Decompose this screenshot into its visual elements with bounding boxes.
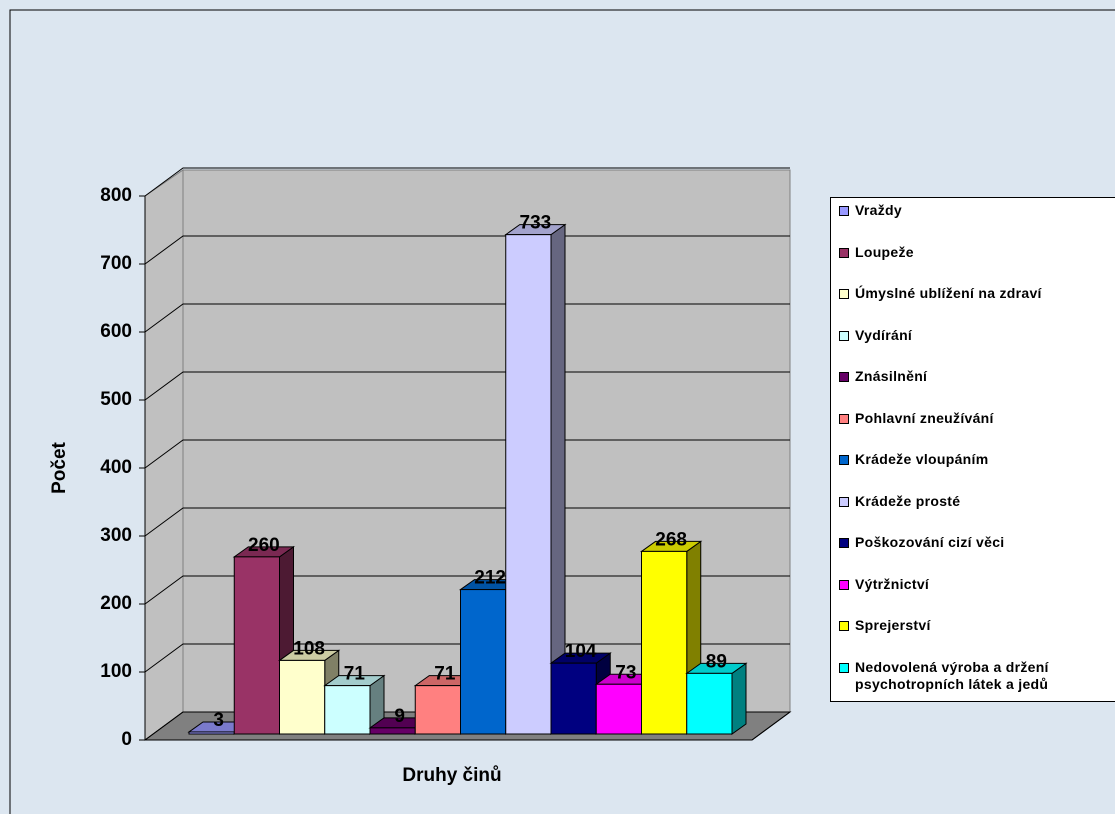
legend: Vraždy Loupeže Úmyslné ublížení na zdraví V… (830, 197, 1115, 702)
legend-item: Úmyslné ublížení na zdraví (839, 285, 1115, 327)
legend-swatch (839, 621, 849, 631)
y-tick-label: 400 (100, 457, 132, 478)
side-wall (144, 169, 184, 741)
value-label: 260 (248, 535, 280, 556)
value-label: 71 (434, 664, 456, 685)
y-tick-label: 700 (100, 253, 132, 274)
bar (641, 550, 688, 735)
value-label: 108 (293, 638, 325, 659)
legend-swatch (839, 372, 849, 382)
legend-item: Nedovolená výroba a držení psychotropníc… (839, 659, 1115, 701)
bars (187, 223, 748, 735)
bar (460, 589, 507, 735)
legend-label: Sprejerství (855, 617, 931, 633)
legend-swatch (839, 662, 849, 673)
bar (233, 556, 280, 735)
legend-item: Loupeže (839, 244, 1115, 286)
legend-swatch (839, 538, 849, 548)
y-tick-label: 600 (100, 321, 132, 342)
legend-item: Znásilnění (839, 368, 1115, 410)
bar (550, 662, 597, 735)
legend-swatch (839, 496, 849, 507)
value-label: 268 (655, 529, 687, 550)
grid-line (144, 371, 790, 401)
value-label: 73 (615, 662, 636, 683)
grid-line (144, 167, 790, 197)
value-label: 104 (565, 641, 597, 662)
legend-label: Vraždy (855, 202, 902, 218)
bar (595, 683, 642, 735)
legend-label: Znásilnění (855, 368, 928, 384)
legend-swatch (839, 579, 849, 590)
legend-swatch (839, 330, 849, 341)
legend-item: Poškozování cizí věci (839, 534, 1115, 576)
value-label: 71 (344, 664, 366, 685)
legend-label: Loupeže (855, 243, 914, 260)
legend-item: Vydírání (839, 327, 1115, 369)
legend-swatch (839, 413, 849, 424)
legend-item: Vraždy (839, 202, 1115, 244)
legend-item: Krádeže prosté (839, 493, 1115, 535)
y-tick-label: 800 (100, 185, 132, 206)
legend-label: Vydírání (855, 326, 913, 343)
legend-swatch (839, 289, 849, 299)
bar (505, 234, 552, 735)
legend-label: Pohlavní zneužívání (855, 409, 994, 426)
y-tick-label: 500 (100, 389, 132, 410)
legend-label: Výtržnictví (855, 575, 930, 592)
legend-label: Krádeže prosté (855, 492, 961, 509)
bar (188, 731, 235, 735)
legend-swatch (839, 247, 849, 258)
legend-label: Nedovolená výroba a držení psychotropníc… (855, 658, 1049, 692)
bar (369, 727, 416, 735)
grid-line (144, 235, 790, 265)
bar-side (731, 662, 747, 735)
bar (686, 672, 733, 735)
y-axis-title: Počet (49, 441, 70, 493)
y-tick-label: 200 (100, 593, 132, 614)
value-label: 212 (474, 568, 506, 589)
grid-line (144, 507, 790, 537)
bar (324, 685, 371, 735)
value-label: 9 (394, 706, 405, 727)
value-label: 89 (706, 651, 727, 672)
floor-edge (751, 711, 791, 741)
grid-line (144, 575, 790, 605)
legend-swatch (839, 206, 849, 216)
y-tick-label: 0 (121, 729, 132, 750)
legend-item: Krádeže vloupáním (839, 451, 1115, 493)
value-label: 3 (213, 710, 224, 731)
legend-item: Výtržnictví (839, 576, 1115, 618)
legend-swatch (839, 455, 849, 465)
legend-label: Úmyslné ublížení na zdraví (855, 285, 1042, 301)
legend-label: Krádeže vloupáním (855, 451, 989, 467)
y-tick-label: 100 (100, 661, 132, 682)
legend-item: Sprejerství (839, 617, 1115, 659)
bar (279, 659, 326, 735)
grid-line (144, 643, 790, 673)
legend-item: Pohlavní zneužívání (839, 410, 1115, 452)
y-tick-label: 300 (100, 525, 132, 546)
value-label: 733 (520, 213, 552, 234)
legend-label: Poškozování cizí věci (855, 534, 1005, 550)
grid-line (144, 303, 790, 333)
grid-line (144, 439, 790, 469)
x-axis-title: Druhy činů (402, 765, 501, 786)
bar (414, 685, 461, 735)
